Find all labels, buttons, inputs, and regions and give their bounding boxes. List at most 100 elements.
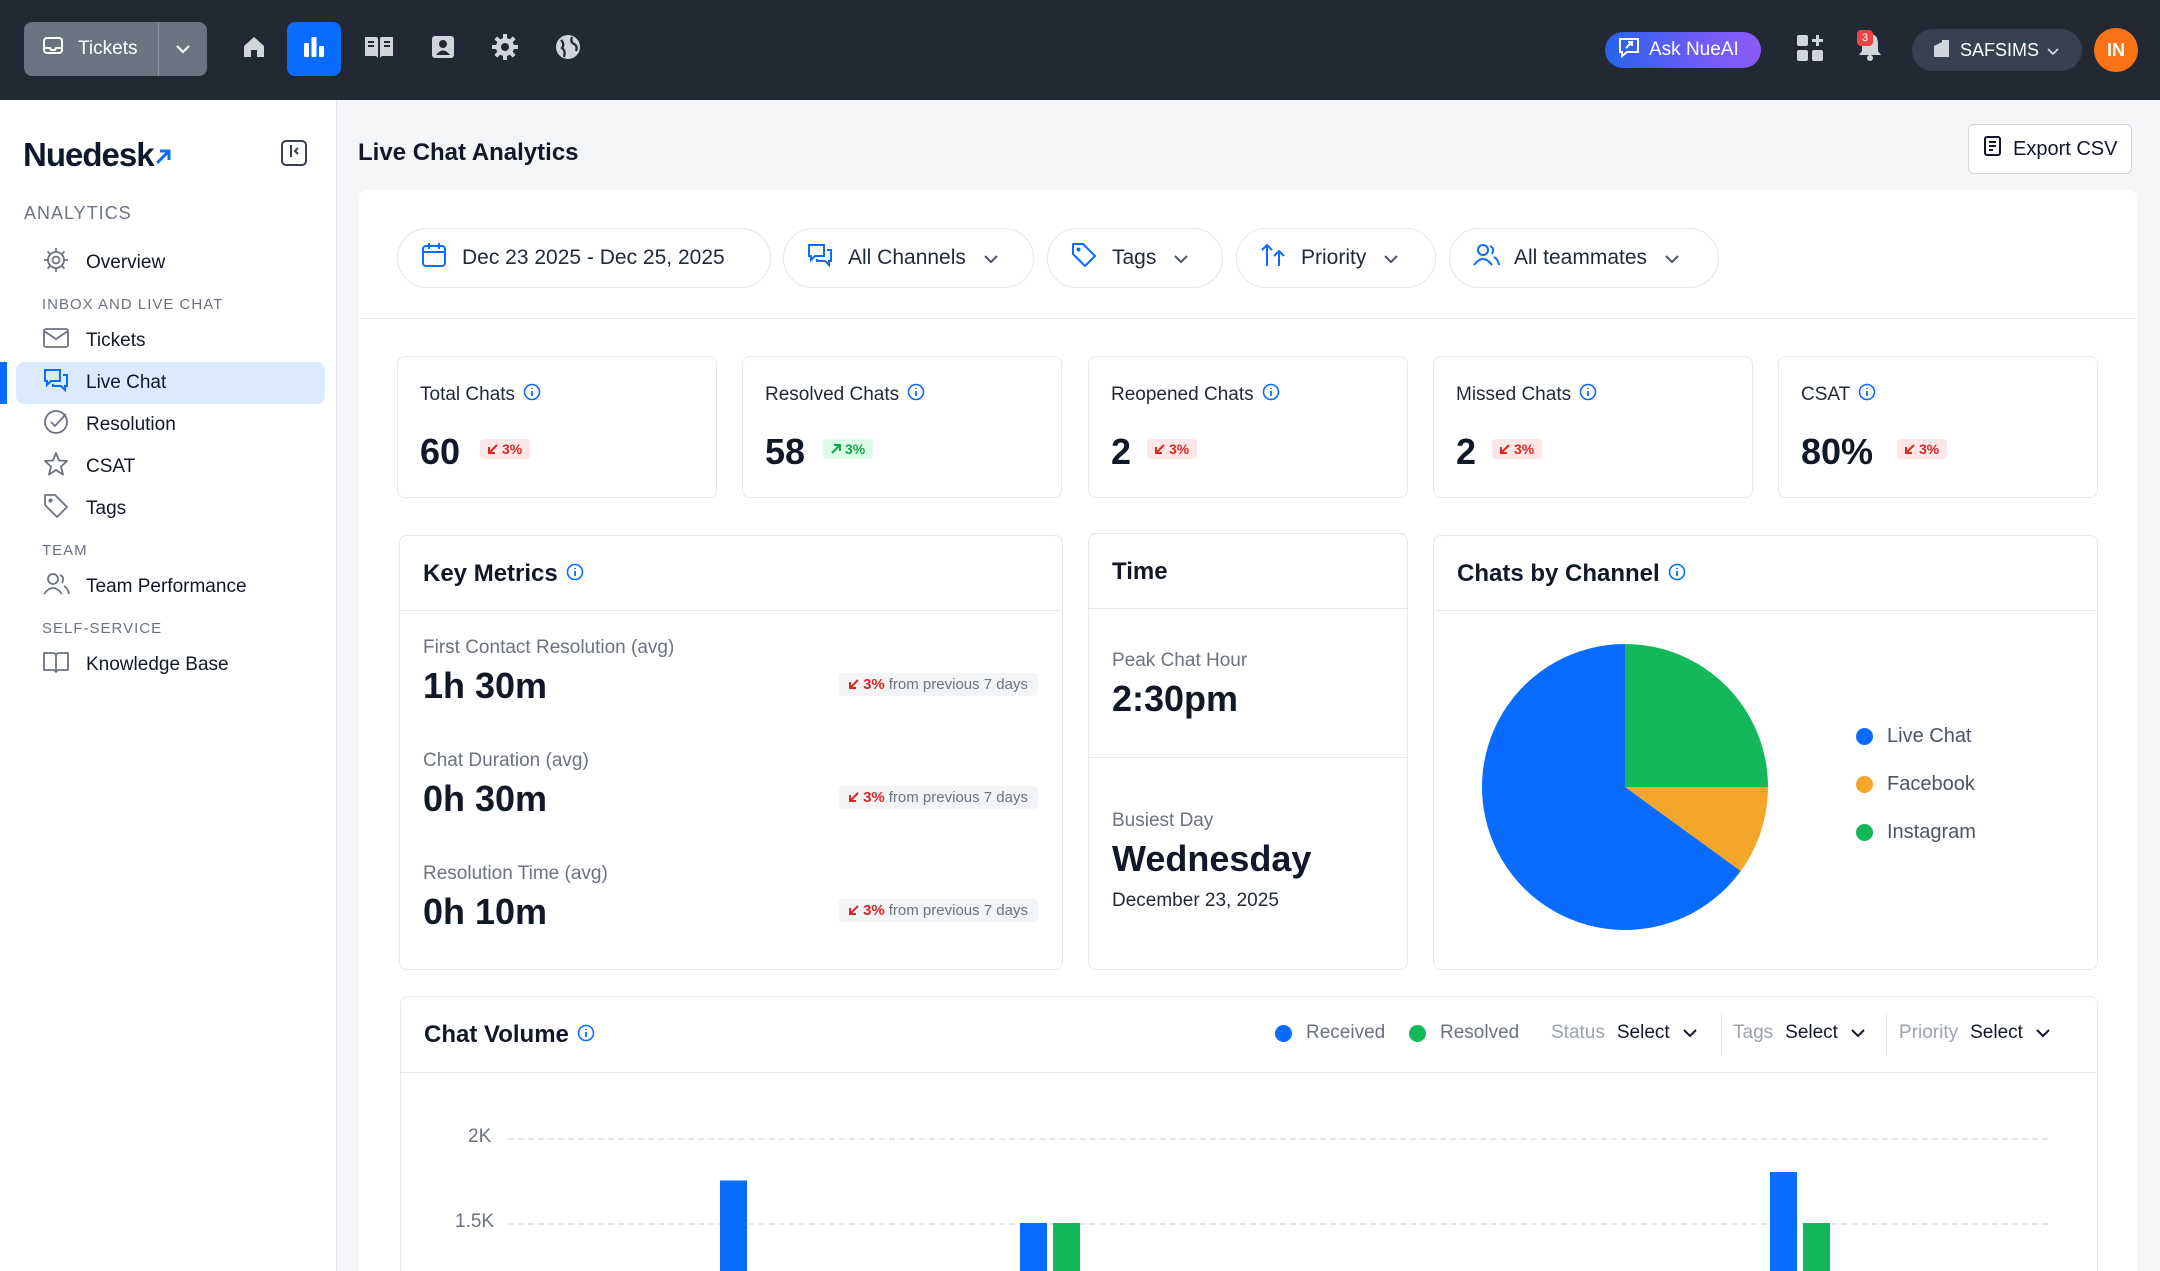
gridline bbox=[508, 1223, 2048, 1225]
stat-label-text: Missed Chats bbox=[1456, 384, 1572, 405]
sidebar-item-resolution[interactable]: Resolution bbox=[16, 404, 325, 446]
info-icon[interactable] bbox=[1858, 383, 1876, 407]
avatar[interactable]: IN bbox=[2094, 28, 2138, 72]
stat-value: 2 bbox=[1111, 431, 1132, 472]
stat-card-total-chats: Total Chats 60 3% bbox=[397, 356, 717, 498]
add-apps-icon[interactable] bbox=[1795, 33, 1825, 68]
nav-knowledge-base[interactable] bbox=[352, 22, 406, 76]
y-tick-label: 2K bbox=[468, 1126, 492, 1147]
collapse-sidebar-button[interactable] bbox=[281, 140, 307, 166]
sidebar-item-label: Resolution bbox=[86, 414, 176, 435]
nav-home[interactable] bbox=[227, 22, 281, 76]
chevron-down-icon bbox=[1850, 1022, 1866, 1044]
priority-filter[interactable]: Priority bbox=[1236, 228, 1436, 288]
delta-value: 3% bbox=[1919, 441, 1940, 457]
legend-instagram: Instagram bbox=[1856, 821, 1976, 844]
priority-label: Priority bbox=[1301, 246, 1367, 269]
sidebar-item-team-performance[interactable]: Team Performance bbox=[16, 566, 325, 608]
divider bbox=[1434, 610, 2097, 611]
legend-resolved: Resolved bbox=[1409, 1022, 1519, 1044]
divider bbox=[1089, 608, 1407, 609]
status-select[interactable]: Status Select bbox=[1551, 1022, 1698, 1044]
contact-card-icon bbox=[429, 33, 457, 66]
nav-settings[interactable] bbox=[478, 22, 532, 76]
sidebar-item-tags[interactable]: Tags bbox=[16, 488, 325, 530]
card-title-text: Key Metrics bbox=[423, 560, 558, 587]
tickets-switcher-main[interactable]: Tickets bbox=[24, 22, 159, 76]
busiest-day-label: Busiest Day bbox=[1112, 810, 1214, 831]
sidebar-item-live-chat[interactable]: Live Chat bbox=[16, 362, 325, 404]
info-icon[interactable] bbox=[566, 560, 584, 588]
sidebar-item-overview[interactable]: Overview bbox=[16, 242, 325, 284]
info-icon[interactable] bbox=[907, 383, 925, 407]
calendar-icon bbox=[420, 241, 448, 275]
organization-switcher[interactable]: SAFSIMS bbox=[1912, 29, 2082, 71]
delta-value: 3% bbox=[863, 789, 885, 806]
arrow-down-left-icon bbox=[849, 902, 859, 919]
nav-globe[interactable] bbox=[541, 22, 595, 76]
card-title: Key Metrics bbox=[423, 560, 584, 588]
metric-label: First Contact Resolution (avg) bbox=[423, 637, 675, 658]
tags-filter[interactable]: Tags bbox=[1047, 228, 1223, 288]
info-icon[interactable] bbox=[1579, 383, 1597, 407]
nav-contacts[interactable] bbox=[416, 22, 470, 76]
legend-dot bbox=[1856, 824, 1873, 841]
teammates-label: All teammates bbox=[1514, 246, 1648, 269]
stat-label-text: Total Chats bbox=[420, 384, 516, 405]
sidebar-item-label: Overview bbox=[86, 252, 166, 273]
nav-analytics[interactable] bbox=[287, 22, 341, 76]
export-csv-button[interactable]: Export CSV bbox=[1968, 124, 2132, 174]
info-icon[interactable] bbox=[523, 383, 541, 407]
sidebar-item-csat[interactable]: CSAT bbox=[16, 446, 325, 488]
divider bbox=[359, 318, 2137, 319]
divider bbox=[401, 1072, 2097, 1073]
section-team: TEAM bbox=[42, 542, 88, 559]
teammates-filter[interactable]: All teammates bbox=[1449, 228, 1719, 288]
tags-select[interactable]: Tags Select bbox=[1733, 1022, 1866, 1044]
card-title-text: Chats by Channel bbox=[1457, 560, 1660, 587]
ask-nueai-button[interactable]: Ask NueAI bbox=[1605, 32, 1761, 68]
delta-value: 3% bbox=[845, 441, 866, 457]
sidebar-item-knowledge-base[interactable]: Knowledge Base bbox=[16, 644, 325, 686]
stat-value: 80% bbox=[1801, 431, 1874, 472]
busiest-day-date: December 23, 2025 bbox=[1112, 890, 1279, 911]
building-icon bbox=[1932, 38, 1952, 63]
chevron-down-icon bbox=[2035, 1022, 2051, 1044]
chevron-down-icon[interactable] bbox=[159, 22, 207, 76]
gear-icon bbox=[42, 246, 70, 280]
stat-label: Reopened Chats bbox=[1111, 383, 1280, 407]
delta-badge: 3% bbox=[1897, 439, 1948, 459]
metric-delta: 3% from previous 7 days bbox=[839, 786, 1038, 809]
metric-label: Chat Duration (avg) bbox=[423, 750, 589, 771]
delta-value: 3% bbox=[1169, 441, 1190, 457]
stat-card-csat: CSAT 80% 3% bbox=[1778, 356, 2098, 498]
stat-label-text: CSAT bbox=[1801, 384, 1851, 405]
legend-facebook: Facebook bbox=[1856, 773, 1975, 796]
priority-select[interactable]: Priority Select bbox=[1899, 1022, 2051, 1044]
metric-label: Resolution Time (avg) bbox=[423, 863, 608, 884]
card-title: Chat Volume bbox=[424, 1021, 595, 1049]
metric-value: 0h 10m bbox=[423, 891, 548, 932]
notifications-button[interactable]: 3 bbox=[1855, 30, 1885, 69]
metric-delta: 3% from previous 7 days bbox=[839, 899, 1038, 922]
sidebar-item-tickets[interactable]: Tickets bbox=[16, 320, 325, 362]
date-range-filter[interactable]: Dec 23 2025 - Dec 25, 2025 bbox=[397, 228, 771, 288]
pie-slice-instagram[interactable] bbox=[1625, 644, 1768, 787]
info-icon[interactable] bbox=[1668, 560, 1686, 588]
notification-badge: 3 bbox=[1857, 30, 1873, 46]
info-icon[interactable] bbox=[1262, 383, 1280, 407]
pie-slice-facebook[interactable] bbox=[1625, 787, 1768, 872]
channels-filter[interactable]: All Channels bbox=[783, 228, 1034, 288]
tickets-switcher-button[interactable]: Tickets bbox=[24, 22, 207, 76]
home-icon bbox=[240, 33, 268, 66]
bar-chart-icon bbox=[300, 33, 328, 66]
gear-icon bbox=[490, 32, 520, 67]
tag-icon bbox=[1070, 241, 1098, 275]
pie-slice-live-chat[interactable] bbox=[1482, 644, 1741, 930]
time-card: Time Peak Chat Hour 2:30pm Busiest Day W… bbox=[1088, 533, 1408, 970]
legend-live-chat: Live Chat bbox=[1856, 725, 1972, 748]
info-icon[interactable] bbox=[577, 1021, 595, 1049]
tickets-switcher-label: Tickets bbox=[78, 38, 138, 59]
sidebar-item-label: CSAT bbox=[86, 456, 136, 477]
peak-hour-label: Peak Chat Hour bbox=[1112, 650, 1248, 671]
